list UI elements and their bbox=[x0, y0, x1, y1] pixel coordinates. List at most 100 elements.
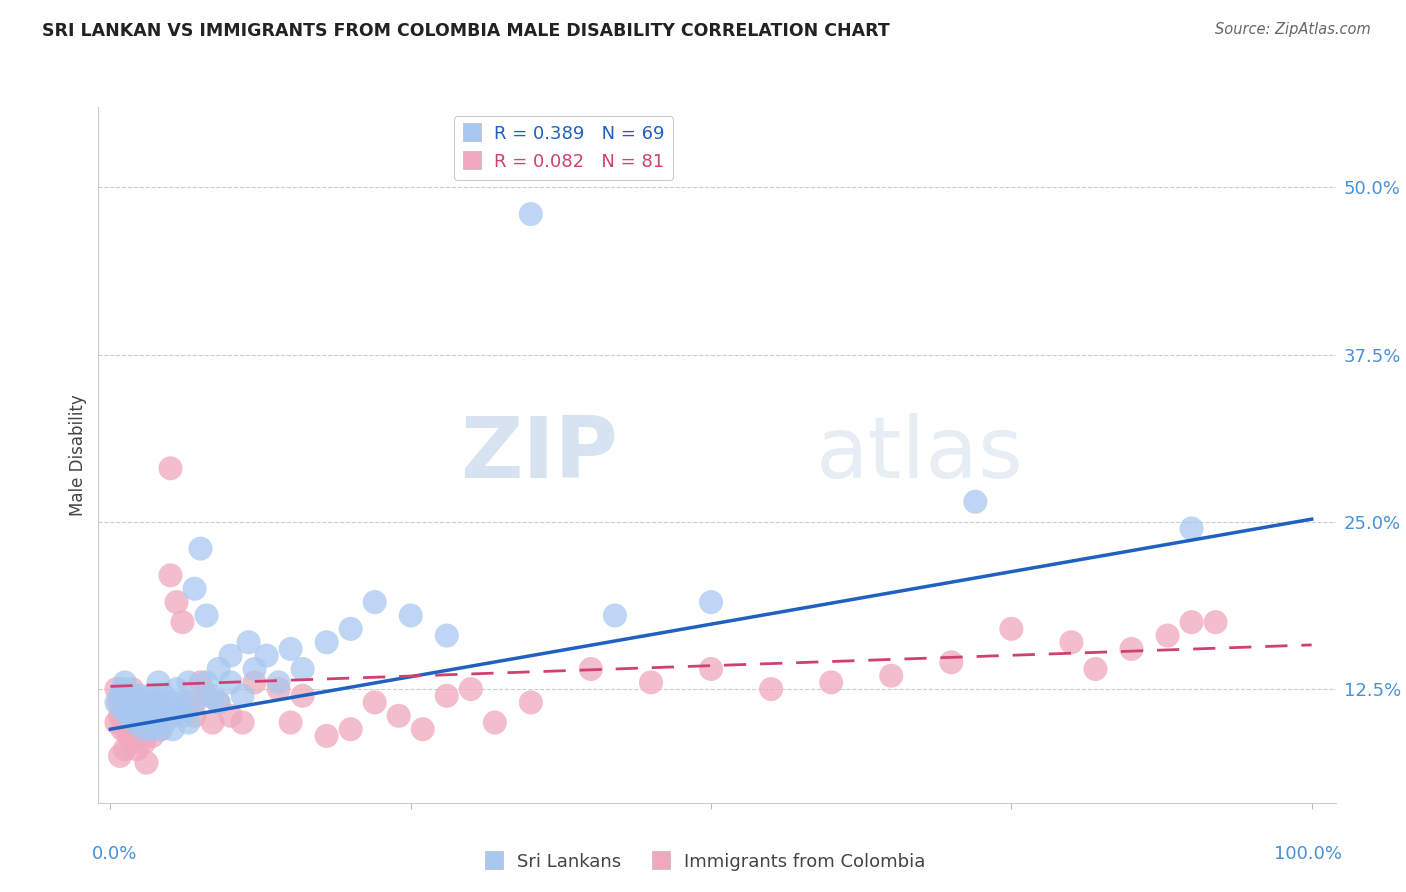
Point bbox=[108, 708, 131, 723]
Point bbox=[149, 723, 172, 737]
Point bbox=[105, 696, 128, 710]
Point bbox=[1156, 628, 1178, 642]
Point bbox=[219, 648, 242, 663]
Point bbox=[1121, 642, 1143, 657]
Point bbox=[880, 669, 903, 683]
Point bbox=[159, 568, 181, 582]
Point bbox=[364, 696, 387, 710]
Text: Source: ZipAtlas.com: Source: ZipAtlas.com bbox=[1215, 22, 1371, 37]
Point bbox=[159, 461, 181, 475]
Point bbox=[436, 689, 458, 703]
Point bbox=[399, 608, 422, 623]
Point bbox=[339, 723, 361, 737]
Point bbox=[125, 708, 148, 723]
Point bbox=[124, 715, 146, 730]
Point bbox=[125, 708, 148, 723]
Point bbox=[195, 608, 218, 623]
Point bbox=[579, 662, 602, 676]
Point bbox=[111, 723, 134, 737]
Point bbox=[135, 696, 157, 710]
Point bbox=[238, 635, 260, 649]
Point bbox=[700, 595, 723, 609]
Point bbox=[267, 675, 290, 690]
Point bbox=[201, 715, 224, 730]
Point bbox=[148, 715, 170, 730]
Text: 0.0%: 0.0% bbox=[93, 845, 138, 863]
Point bbox=[256, 648, 278, 663]
Y-axis label: Male Disability: Male Disability bbox=[69, 394, 87, 516]
Point bbox=[129, 708, 152, 723]
Point bbox=[436, 628, 458, 642]
Point bbox=[1060, 635, 1083, 649]
Point bbox=[640, 675, 662, 690]
Point bbox=[243, 675, 266, 690]
Point bbox=[117, 696, 139, 710]
Point bbox=[190, 675, 212, 690]
Point bbox=[520, 696, 543, 710]
Point bbox=[388, 708, 411, 723]
Point bbox=[1180, 615, 1202, 630]
Point bbox=[145, 708, 167, 723]
Point bbox=[153, 715, 176, 730]
Point bbox=[124, 689, 146, 703]
Point bbox=[132, 723, 155, 737]
Point bbox=[166, 702, 188, 716]
Point bbox=[172, 696, 194, 710]
Point bbox=[190, 541, 212, 556]
Point bbox=[339, 622, 361, 636]
Point bbox=[121, 702, 143, 716]
Point bbox=[114, 675, 136, 690]
Point bbox=[759, 681, 782, 696]
Point bbox=[267, 681, 290, 696]
Point bbox=[135, 702, 157, 716]
Point bbox=[105, 681, 128, 696]
Point bbox=[117, 708, 139, 723]
Point bbox=[1180, 521, 1202, 535]
Text: SRI LANKAN VS IMMIGRANTS FROM COLOMBIA MALE DISABILITY CORRELATION CHART: SRI LANKAN VS IMMIGRANTS FROM COLOMBIA M… bbox=[42, 22, 890, 40]
Text: 100.0%: 100.0% bbox=[1274, 845, 1341, 863]
Point bbox=[132, 702, 155, 716]
Point bbox=[484, 715, 506, 730]
Point bbox=[291, 689, 314, 703]
Point bbox=[129, 715, 152, 730]
Point bbox=[315, 635, 337, 649]
Point bbox=[111, 702, 134, 716]
Point bbox=[135, 756, 157, 770]
Point bbox=[219, 708, 242, 723]
Point bbox=[195, 689, 218, 703]
Point bbox=[159, 696, 181, 710]
Point bbox=[520, 207, 543, 221]
Point bbox=[117, 723, 139, 737]
Point bbox=[364, 595, 387, 609]
Point bbox=[124, 696, 146, 710]
Point bbox=[315, 729, 337, 743]
Point bbox=[148, 675, 170, 690]
Legend: Sri Lankans, Immigrants from Colombia: Sri Lankans, Immigrants from Colombia bbox=[474, 846, 932, 879]
Point bbox=[121, 681, 143, 696]
Point bbox=[117, 689, 139, 703]
Point bbox=[149, 723, 172, 737]
Point bbox=[195, 675, 218, 690]
Point bbox=[125, 742, 148, 756]
Point bbox=[121, 735, 143, 749]
Point bbox=[132, 735, 155, 749]
Point bbox=[412, 723, 434, 737]
Point bbox=[114, 708, 136, 723]
Point bbox=[111, 702, 134, 716]
Point bbox=[1000, 622, 1022, 636]
Point bbox=[148, 708, 170, 723]
Point bbox=[125, 696, 148, 710]
Point bbox=[219, 675, 242, 690]
Point bbox=[132, 708, 155, 723]
Point bbox=[207, 696, 229, 710]
Legend: R = 0.389   N = 69, R = 0.082   N = 81: R = 0.389 N = 69, R = 0.082 N = 81 bbox=[454, 116, 673, 179]
Point bbox=[145, 715, 167, 730]
Point bbox=[153, 689, 176, 703]
Point bbox=[108, 689, 131, 703]
Point bbox=[117, 715, 139, 730]
Point bbox=[129, 689, 152, 703]
Point bbox=[460, 681, 482, 696]
Text: atlas: atlas bbox=[815, 413, 1024, 497]
Point bbox=[108, 696, 131, 710]
Point bbox=[141, 723, 163, 737]
